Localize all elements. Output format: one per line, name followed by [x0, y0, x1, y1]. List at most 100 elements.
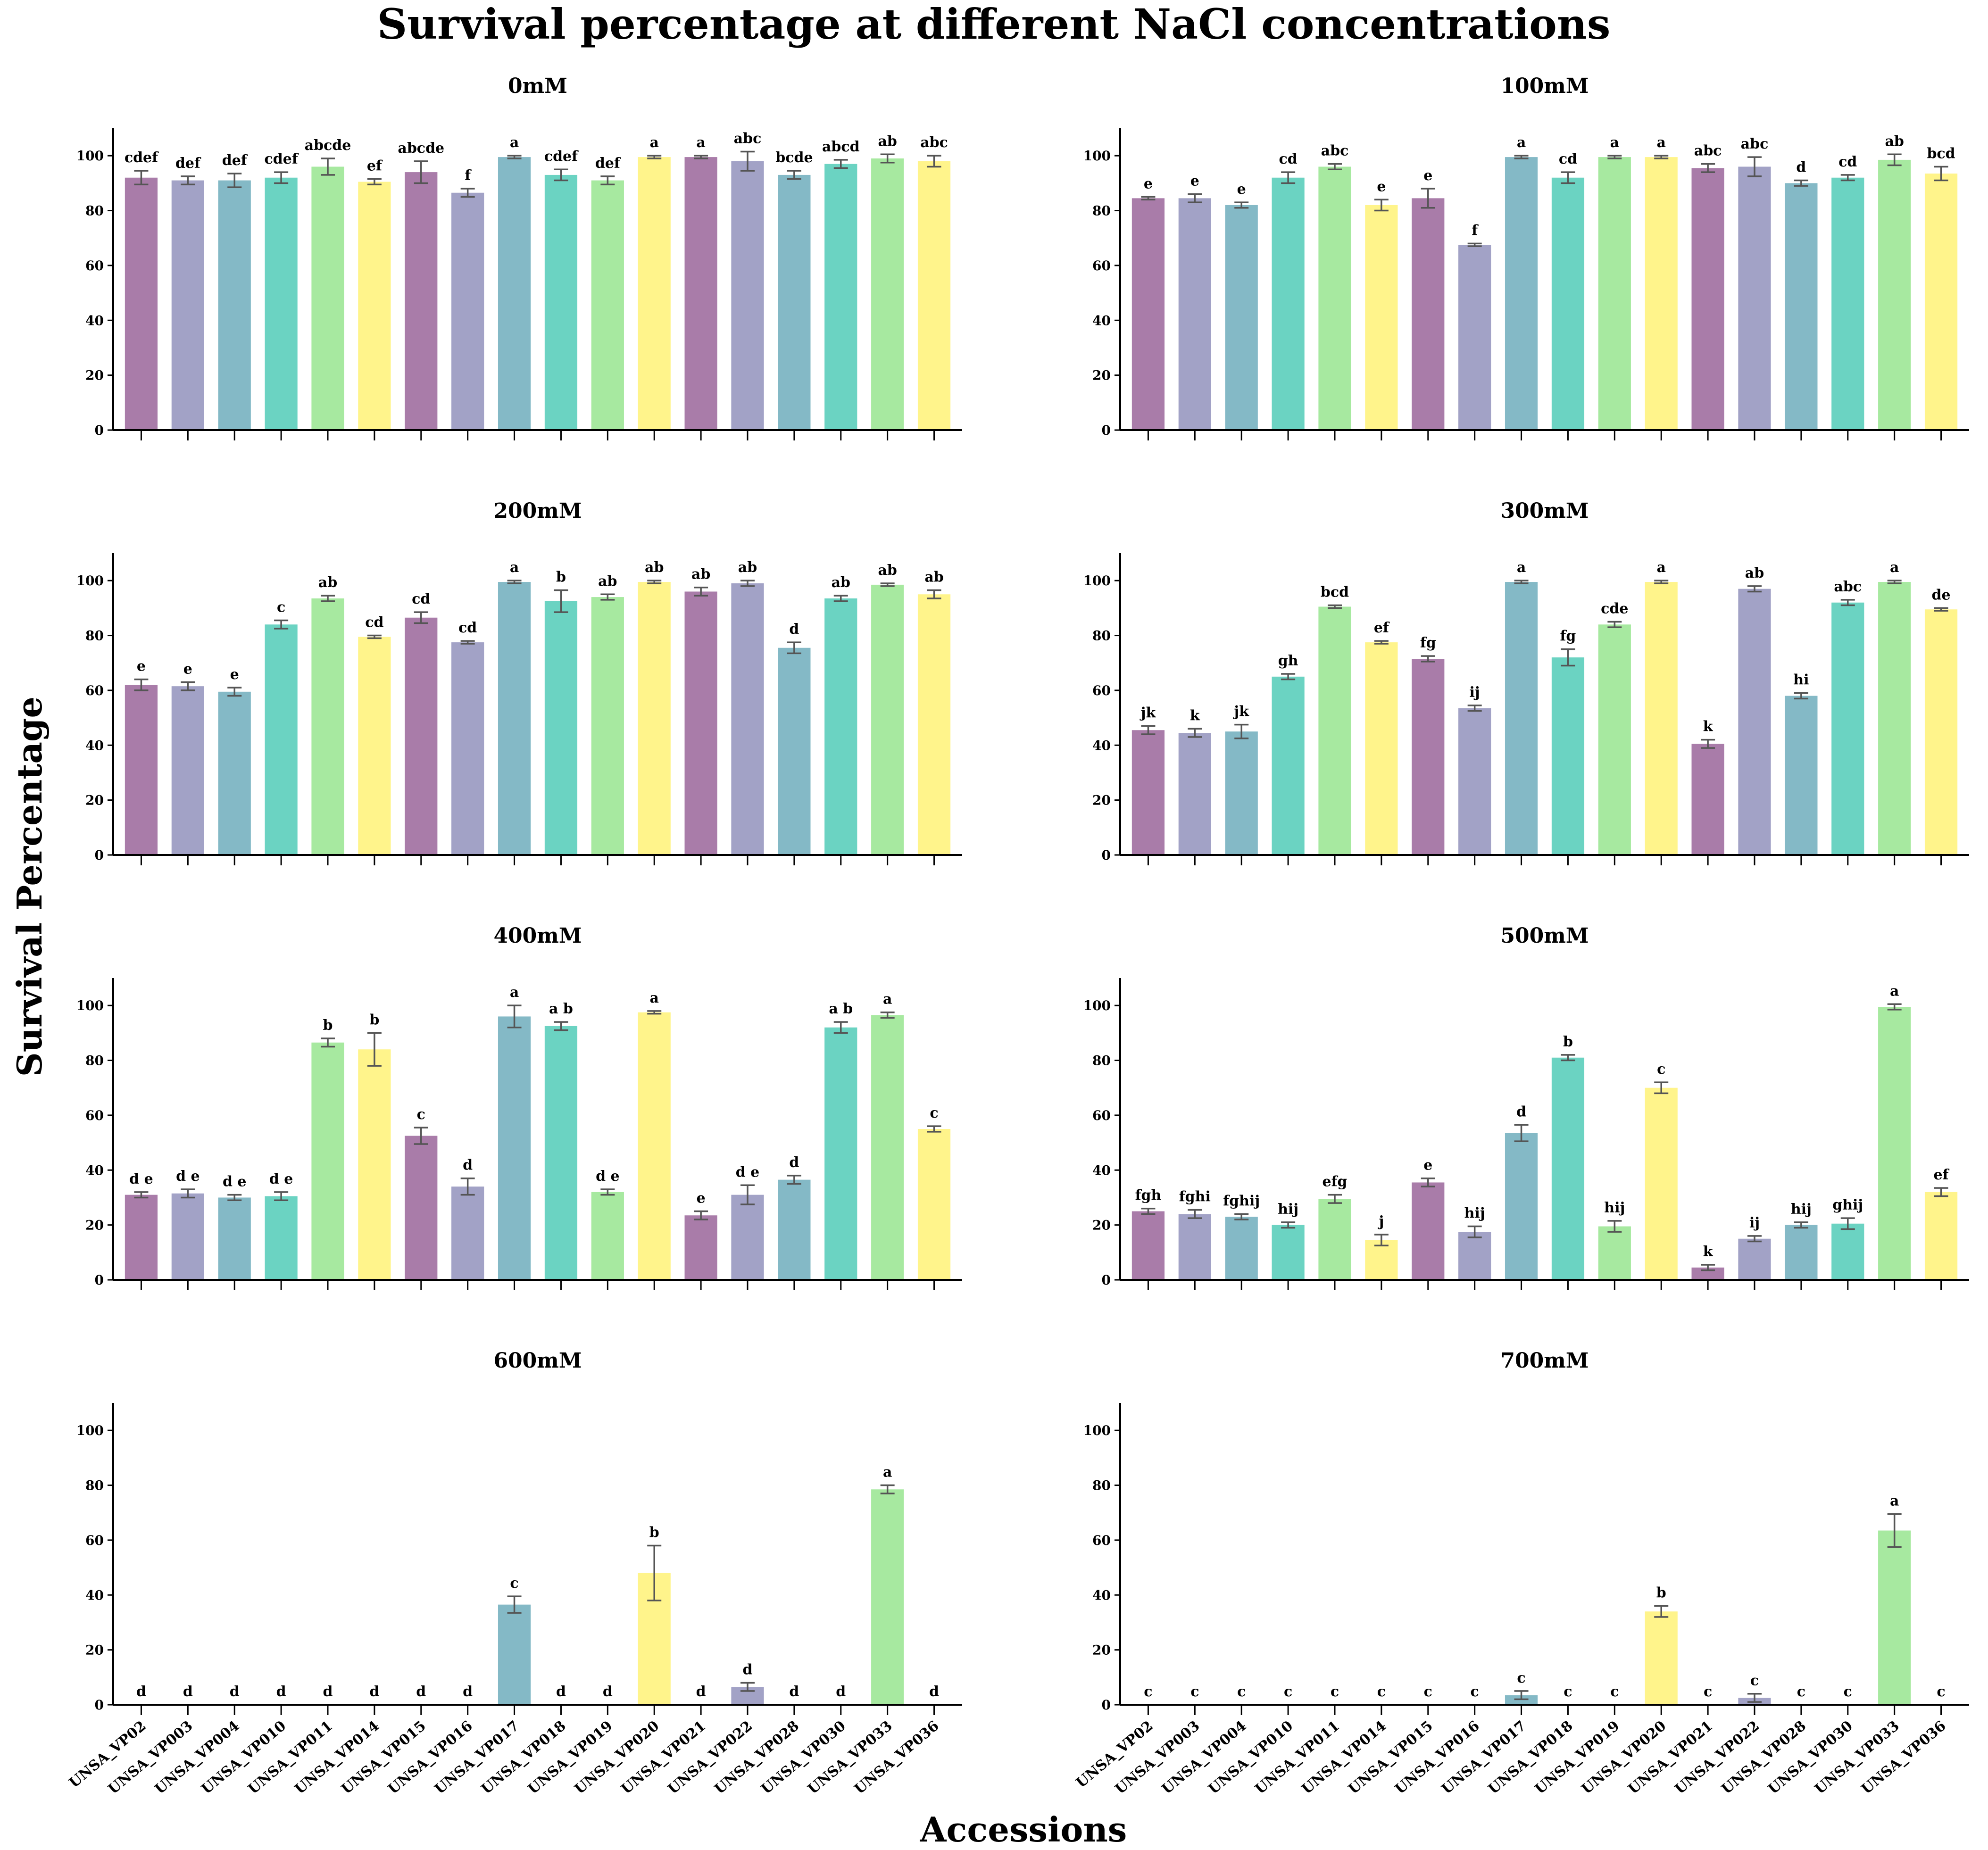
bar-UNSA_VP016	[1458, 708, 1491, 855]
bar-UNSA_VP016	[1458, 245, 1491, 430]
category-label: UNSA_VP004	[152, 1717, 243, 1798]
bar-UNSA_VP016	[451, 192, 484, 430]
category-label: UNSA_VP018	[1485, 1717, 1576, 1798]
y-tick-label: 40	[1092, 1587, 1111, 1603]
panel-title: 100mM	[1500, 74, 1589, 98]
bar-UNSA_VP004	[1225, 1217, 1258, 1280]
significance-letter: c	[1237, 1684, 1246, 1700]
bar-UNSA_VP036	[1924, 174, 1958, 430]
significance-letter: c	[1144, 1684, 1152, 1700]
bar-UNSA_VP021	[684, 591, 717, 855]
significance-letter: c	[1937, 1684, 1945, 1700]
bar-UNSA_VP020	[638, 582, 671, 855]
significance-letter: ab	[645, 559, 664, 576]
y-tick-label: 60	[85, 683, 104, 698]
bar-UNSA_VP021	[1691, 168, 1724, 430]
significance-letter: b	[649, 1525, 659, 1541]
category-label: UNSA_VP020	[572, 1717, 663, 1798]
significance-letter: cd	[412, 591, 430, 607]
bar-UNSA_VP004	[1225, 731, 1258, 855]
y-tick-label: 60	[1092, 1108, 1111, 1123]
bar-UNSA_VP014	[1365, 205, 1398, 430]
bar-UNSA_VP030	[1831, 1223, 1864, 1280]
category-label: UNSA_VP016	[1392, 1717, 1483, 1798]
significance-letter: ab	[318, 574, 337, 591]
category-label: UNSA_VP011	[245, 1717, 336, 1798]
significance-letter: k	[1703, 1244, 1714, 1260]
significance-letter: e	[1190, 173, 1199, 190]
bar-UNSA_VP015	[405, 617, 438, 855]
y-tick-label: 100	[76, 573, 104, 589]
bar-UNSA_VP014	[358, 637, 391, 855]
bar-UNSA_VP004	[218, 691, 251, 855]
significance-letter: def	[175, 155, 201, 172]
significance-letter: cd	[1559, 151, 1577, 167]
significance-letter: de	[1932, 587, 1951, 603]
y-tick-label: 80	[85, 1053, 104, 1069]
significance-letter: a	[510, 984, 519, 1001]
bar-UNSA_VP016	[1458, 1232, 1491, 1280]
bar-UNSA_VP030	[824, 164, 857, 430]
category-label: UNSA_VP004	[1159, 1717, 1250, 1798]
bar-UNSA_VP018	[544, 174, 578, 431]
significance-letter: a b	[829, 1001, 853, 1017]
y-tick-label: 0	[95, 1697, 104, 1713]
category-label: UNSA_VP02	[66, 1717, 150, 1791]
bar-UNSA_VP010	[265, 624, 298, 855]
significance-letter: ab	[924, 569, 943, 586]
bar-UNSA_VP030	[824, 598, 857, 855]
significance-letter: a	[1890, 559, 1899, 576]
significance-letter: a	[1656, 134, 1665, 151]
category-label: UNSA_VP014	[1298, 1717, 1389, 1798]
bar-UNSA_VP014	[358, 182, 391, 430]
y-tick-label: 60	[1092, 1533, 1111, 1548]
significance-letter: a	[1890, 1493, 1899, 1510]
bar-UNSA_VP022	[1738, 589, 1771, 855]
bar-UNSA_VP020	[1645, 157, 1678, 430]
category-label: UNSA_VP020	[1579, 1717, 1670, 1798]
significance-letter: abc	[1321, 143, 1349, 159]
y-tick-label: 60	[1092, 683, 1111, 698]
y-tick-label: 0	[1102, 847, 1111, 863]
category-label: UNSA_VP014	[291, 1717, 383, 1798]
bar-UNSA_VP011	[311, 166, 344, 430]
significance-letter: ef	[1374, 620, 1390, 636]
category-label: UNSA_VP015	[1345, 1717, 1436, 1798]
significance-letter: d	[369, 1684, 379, 1700]
significance-letter: a	[883, 1464, 892, 1481]
significance-letter: c	[1750, 1673, 1759, 1689]
panel-400mM: 400mM 0 20 40 60 80 100 d e d e d e d e b b c d a a b d e…	[76, 924, 962, 1290]
significance-letter: abc	[1834, 579, 1862, 595]
category-label: UNSA_VP028	[1718, 1717, 1809, 1798]
significance-letter: ef	[367, 158, 383, 174]
significance-letter: a	[696, 134, 705, 151]
bar-UNSA_VP010	[1272, 177, 1305, 430]
category-label: UNSA_VP033	[805, 1717, 896, 1798]
significance-letter: ab	[598, 573, 617, 589]
significance-letter: ab	[878, 133, 897, 149]
significance-letter: b	[1656, 1585, 1666, 1601]
significance-letter: abcde	[398, 140, 444, 157]
significance-letter: e	[1423, 1157, 1432, 1174]
significance-letter: d	[463, 1684, 473, 1700]
bar-UNSA_VP020	[1645, 582, 1678, 855]
bar-UNSA_VP019	[1598, 624, 1631, 855]
y-tick-label: 20	[85, 368, 104, 383]
significance-letter: abcde	[305, 137, 351, 154]
bar-UNSA_VP020	[638, 157, 671, 430]
significance-letter: c	[510, 1575, 518, 1592]
bar-UNSA_VP017	[1505, 1133, 1538, 1280]
bar-UNSA_VP028	[778, 1179, 811, 1280]
significance-letter: d e	[596, 1168, 620, 1185]
y-tick-label: 0	[95, 1272, 104, 1288]
y-tick-label: 80	[85, 203, 104, 219]
significance-letter: c	[1284, 1684, 1292, 1700]
bar-UNSA_VP028	[778, 647, 811, 855]
significance-letter: e	[697, 1190, 706, 1207]
bar-UNSA_VP021	[1691, 744, 1724, 855]
significance-letter: ghij	[1832, 1197, 1863, 1213]
